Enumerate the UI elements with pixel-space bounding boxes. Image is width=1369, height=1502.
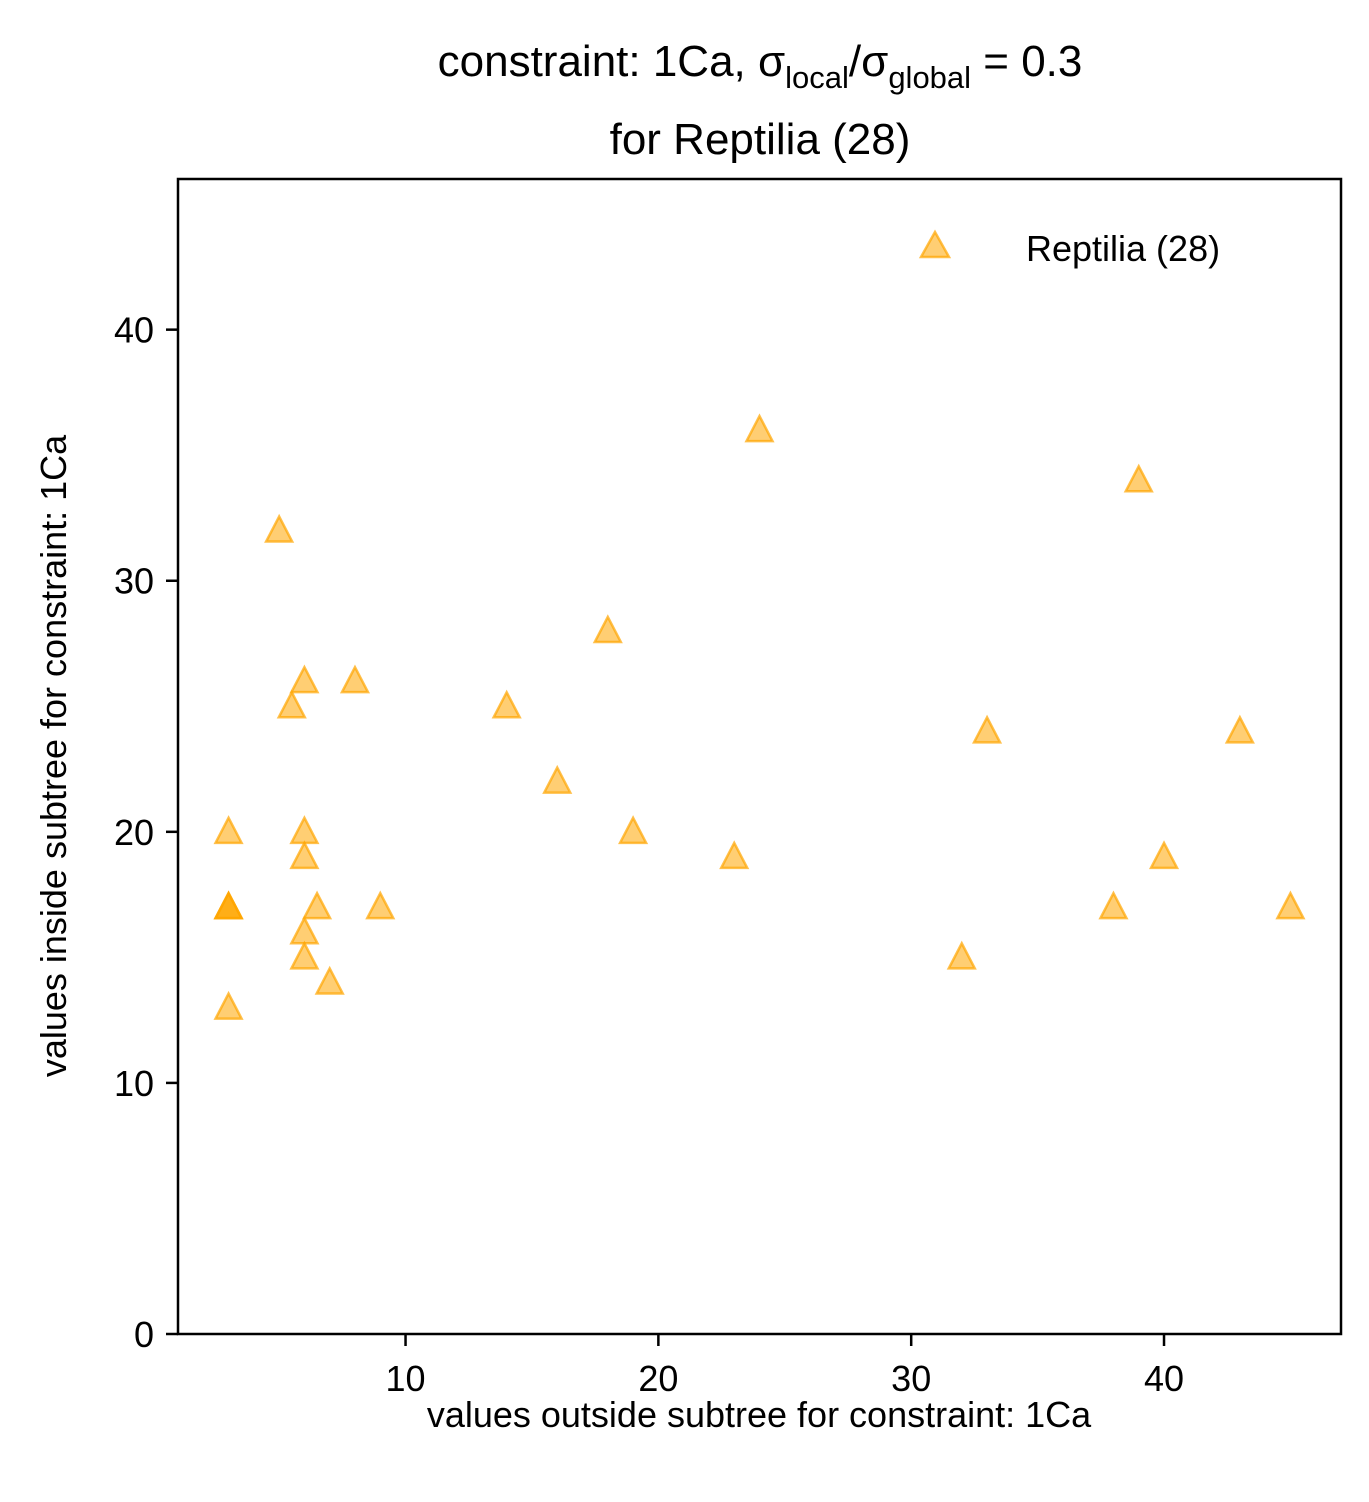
data-point: [264, 513, 295, 543]
data-point: [276, 689, 307, 719]
data-point: [289, 840, 320, 870]
x-tick-label: 10: [386, 1358, 426, 1399]
x-axis-ticks: 10 20 30 40: [386, 1334, 1184, 1399]
y-tick-label: 40: [114, 310, 154, 351]
data-point: [1123, 463, 1154, 493]
data-point: [365, 890, 396, 920]
data-point: [542, 764, 573, 794]
data-point: [289, 815, 320, 845]
y-tick-label: 30: [114, 561, 154, 602]
x-tick-label: 30: [891, 1358, 931, 1399]
x-tick-label: 40: [1144, 1358, 1184, 1399]
data-point: [213, 890, 244, 920]
data-point: [339, 664, 371, 694]
y-tick-label: 10: [114, 1063, 154, 1104]
data-point: [289, 915, 320, 945]
data-point: [289, 940, 320, 970]
data-point: [213, 990, 244, 1020]
data-point: [719, 840, 750, 870]
data-point: [213, 815, 244, 845]
data-point: [1148, 840, 1180, 870]
y-tick-label: 20: [114, 812, 154, 853]
legend: Reptilia (28): [918, 228, 1220, 269]
x-tick-label: 20: [638, 1358, 678, 1399]
plot-area-frame: [176, 177, 1343, 1336]
data-point: [1275, 890, 1306, 920]
data-point: [1224, 714, 1255, 744]
data-point: [618, 815, 649, 845]
chart-title-line1: constraint: 1Ca, σlocal/σglobal = 0.3: [438, 37, 1083, 95]
data-point: [592, 614, 623, 644]
data-point: [971, 714, 1003, 744]
legend-label: Reptilia (28): [1026, 228, 1220, 269]
y-tick-label: 0: [134, 1314, 154, 1355]
data-point: [946, 940, 977, 970]
title-subscript-local: local: [785, 60, 849, 95]
legend-marker-triangle-icon: [918, 229, 952, 259]
y-axis-ticks: 0 10 20 30 40: [114, 310, 178, 1355]
x-axis-label: values outside subtree for constraint: 1…: [427, 1394, 1092, 1435]
data-point: [1098, 890, 1129, 920]
data-point: [289, 664, 320, 694]
chart-title-line2: for Reptilia (28): [610, 115, 911, 164]
data-points: [213, 413, 1306, 1020]
title-subscript-global: global: [888, 60, 971, 95]
y-axis-label: values inside subtree for constraint: 1C…: [33, 434, 74, 1077]
data-point: [314, 965, 345, 995]
data-point: [301, 890, 333, 920]
data-point: [491, 689, 522, 719]
data-point: [744, 413, 775, 443]
